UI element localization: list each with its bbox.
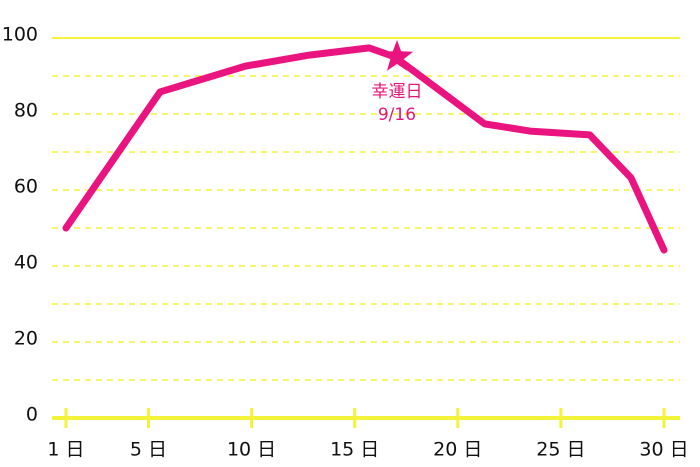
x-tick-label: 25 日 (536, 439, 585, 461)
x-tick-label: 15 日 (330, 439, 379, 461)
star-marker (380, 40, 414, 71)
data-line (62, 44, 668, 254)
annotation-label: 9/16 (378, 105, 416, 125)
annotation-label: 幸運日 (371, 82, 422, 102)
x-tick-label: 10 日 (227, 439, 276, 461)
y-tick-label: 40 (14, 252, 38, 274)
x-tick-label: 30 日 (639, 439, 688, 461)
y-tick-label: 60 (14, 176, 38, 198)
y-tick-label: 80 (14, 100, 38, 122)
y-tick-label: 20 (14, 328, 38, 350)
y-tick-label: 0 (26, 404, 38, 426)
x-tick-label: 1 日 (47, 439, 84, 461)
x-tick-label: 20 日 (433, 439, 482, 461)
x-tick-label: 5 日 (130, 439, 167, 461)
y-tick-label: 100 (2, 24, 38, 46)
